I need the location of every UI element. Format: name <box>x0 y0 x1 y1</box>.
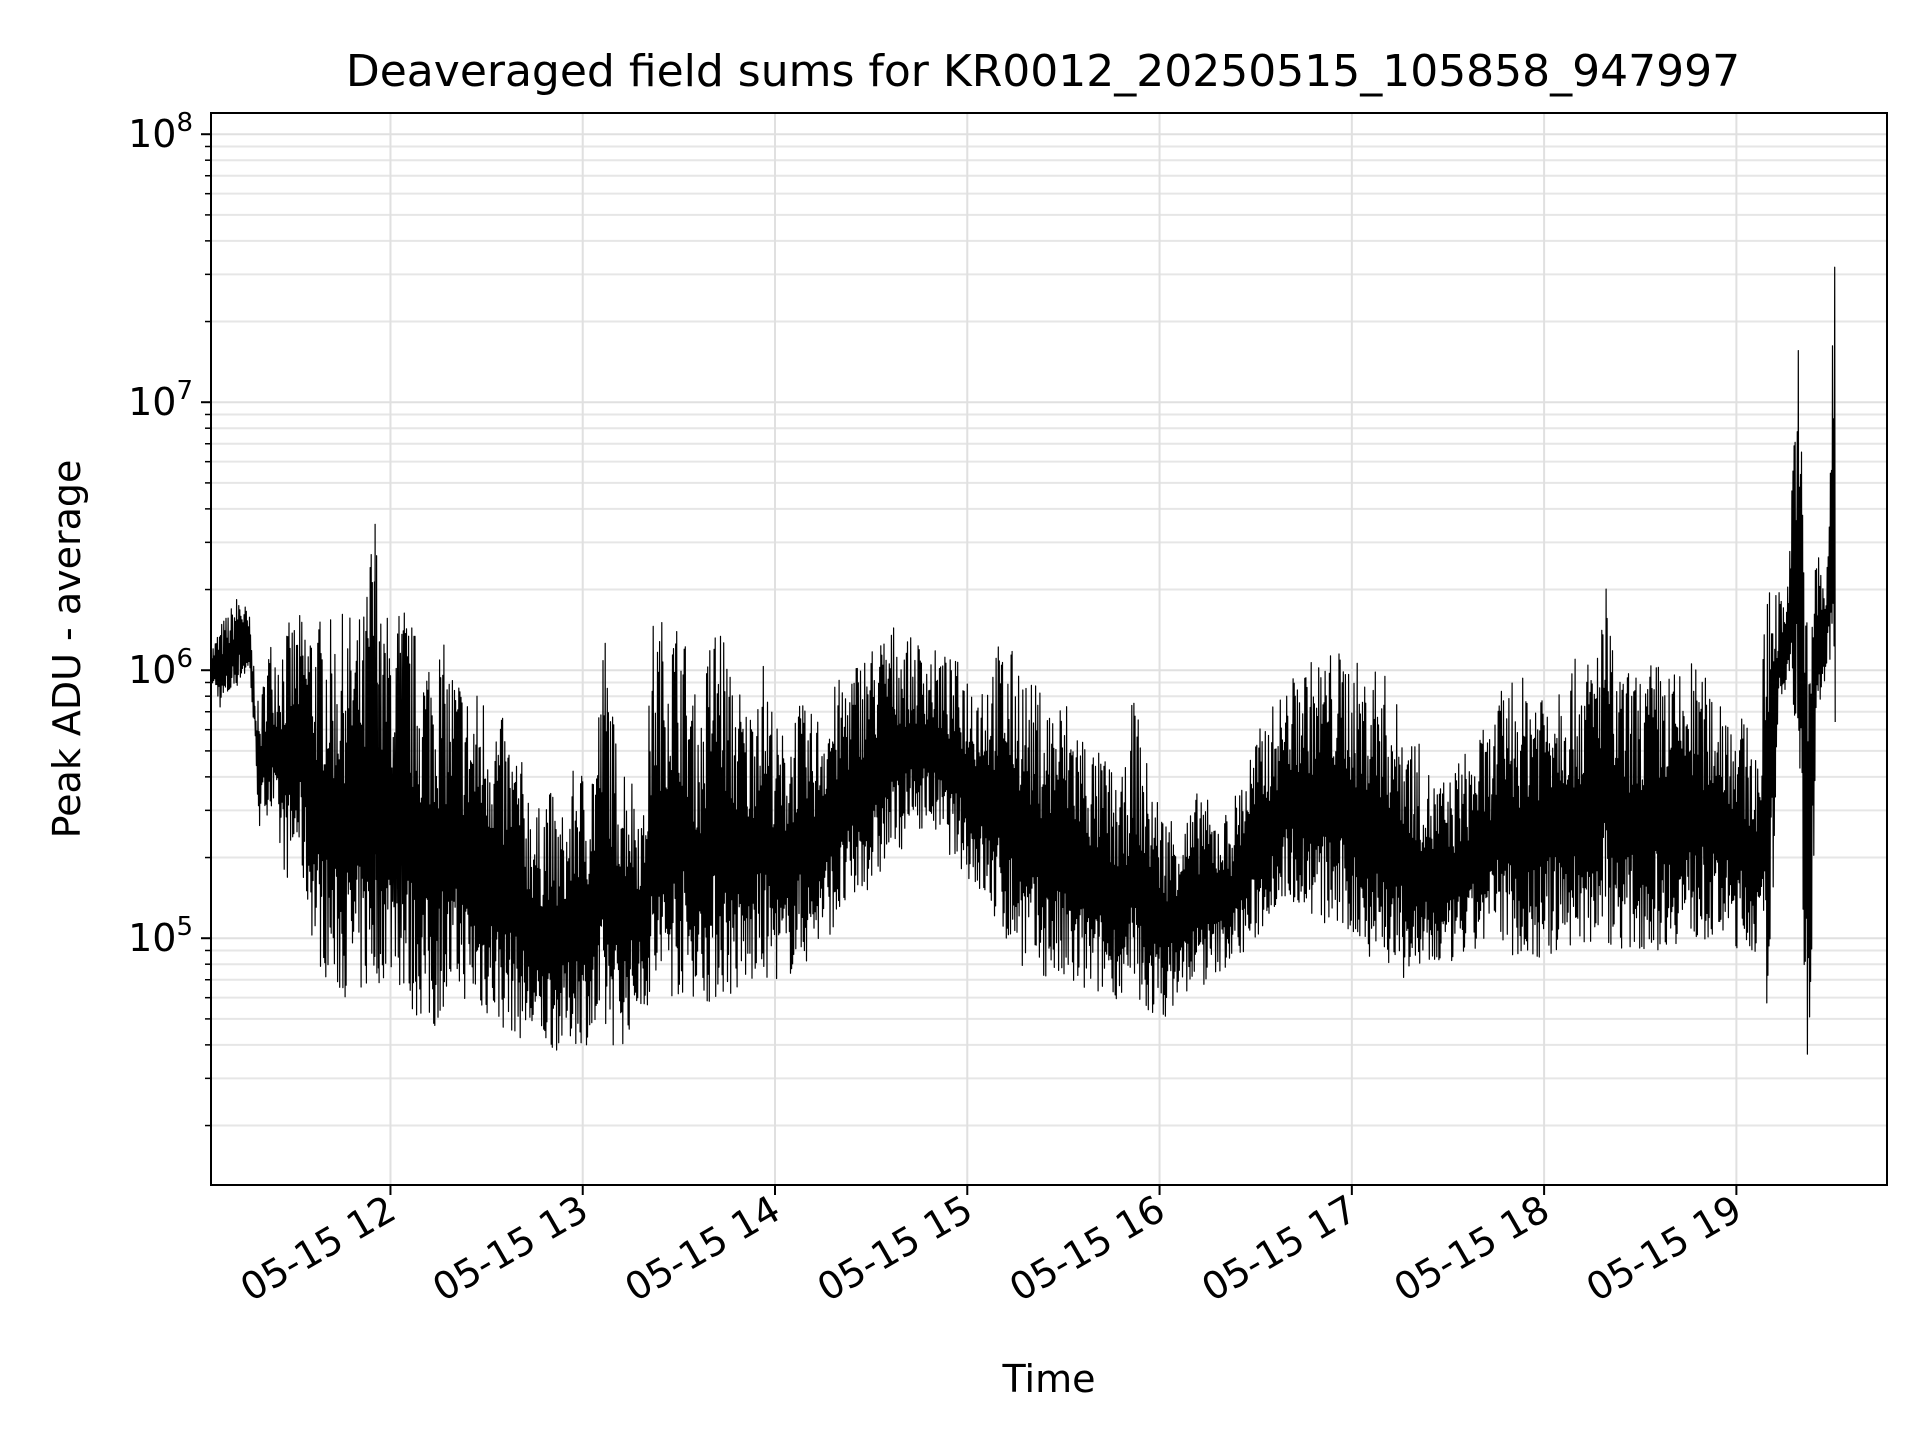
x-axis-label: Time <box>1002 1357 1096 1401</box>
y-axis: 105 106 107 108 <box>128 108 211 1127</box>
y-tick-label: 107 <box>128 376 193 424</box>
y-tick-label: 105 <box>128 912 193 960</box>
y-axis-label: Peak ADU - average <box>45 460 89 839</box>
plot-frame <box>210 112 1888 1186</box>
chart-title: Deaveraged field sums for KR0012_2025051… <box>346 46 1740 97</box>
y-tick-label: 108 <box>128 108 193 156</box>
y-tick-label: 106 <box>128 644 193 692</box>
series-layer <box>210 266 1836 1055</box>
series-line <box>210 266 1836 1055</box>
